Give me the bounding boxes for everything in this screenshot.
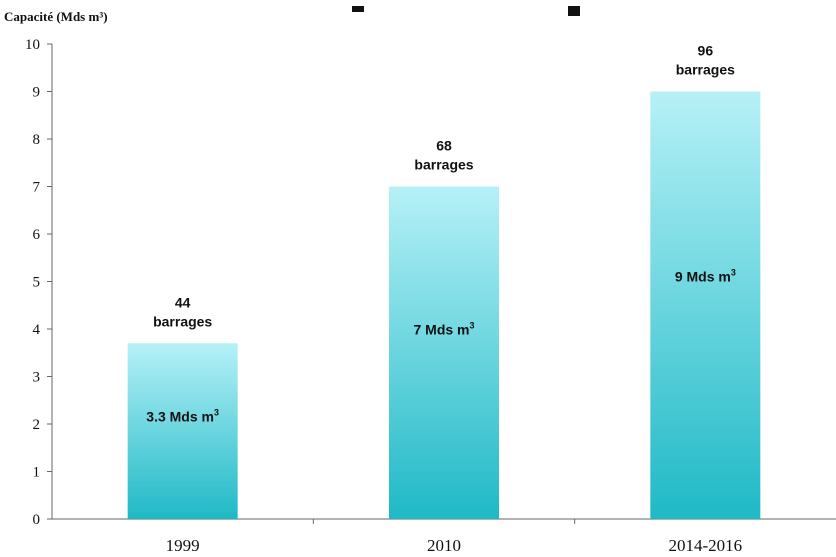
y-axis: 0 1 2 3 4 5 6 7 8 9 10 [25, 37, 53, 528]
x-axis: 1999 2010 2014-2016 [52, 518, 836, 555]
y-tick-label: 2 [33, 417, 41, 433]
x-tick-label: 2014-2016 [668, 536, 742, 555]
y-tick-label: 6 [33, 227, 41, 243]
bar-count-unit-label: barrages [676, 62, 735, 78]
y-tick-label: 9 [33, 85, 41, 101]
y-tick-label: 10 [25, 37, 40, 53]
bar [650, 91, 761, 519]
title-fragment-right [568, 6, 580, 16]
bar-count-label: 44 [175, 294, 191, 310]
bars: 44 barrages 3.3 Mds m3 68 barrages 7 Mds m3 96… [127, 43, 761, 519]
y-tick-label: 4 [33, 322, 41, 338]
bar-value-label: 7 Mds m3 [413, 320, 474, 337]
y-tick-label: 3 [33, 370, 41, 386]
bar-count-unit-label: barrages [153, 313, 212, 329]
bar-value-label: 9 Mds m3 [675, 268, 736, 285]
bar [127, 343, 238, 519]
y-tick-label: 5 [33, 275, 41, 291]
bar-count-unit-label: barrages [414, 157, 473, 173]
y-tick-label: 1 [33, 465, 41, 481]
bar-count-label: 96 [698, 43, 714, 59]
title-fragment-left [352, 6, 364, 12]
y-axis-label: Capacité (Mds m³) [4, 9, 108, 24]
bar [389, 186, 499, 519]
y-tick-label: 8 [33, 132, 41, 148]
y-tick-label: 0 [33, 512, 41, 528]
x-tick-label: 1999 [166, 536, 200, 555]
bar-value-label: 3.3 Mds m3 [146, 407, 219, 424]
y-tick-label: 7 [33, 180, 41, 196]
x-tick-label: 2010 [427, 536, 461, 555]
bar-count-label: 68 [436, 138, 452, 154]
